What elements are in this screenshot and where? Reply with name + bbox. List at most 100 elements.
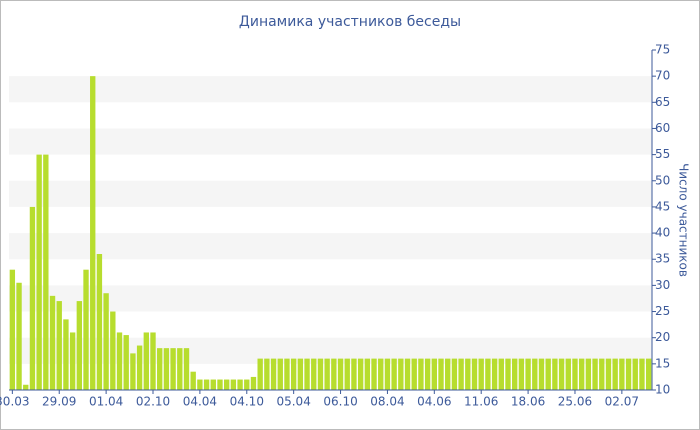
bar: [224, 379, 230, 390]
bar: [210, 379, 216, 390]
bar: [63, 319, 69, 390]
bar: [371, 358, 377, 390]
bar: [445, 358, 451, 390]
bar: [438, 358, 444, 390]
bar: [297, 358, 304, 390]
bar: [76, 301, 83, 390]
bar: [337, 358, 344, 390]
bar: [351, 358, 357, 390]
bar: [378, 358, 384, 390]
bar: [565, 358, 571, 390]
x-tick-label: 04.04: [183, 395, 217, 409]
bar: [270, 358, 277, 390]
bar: [103, 293, 109, 390]
bar: [605, 358, 612, 390]
bar: [599, 358, 605, 390]
y-tick-label: 60: [655, 121, 670, 135]
bar: [619, 358, 625, 390]
bar: [197, 379, 203, 390]
bar: [217, 379, 223, 390]
y-tick-label: 35: [655, 252, 670, 266]
bar: [230, 379, 237, 390]
bar: [431, 358, 437, 390]
bar: [625, 358, 632, 390]
bar: [344, 358, 350, 390]
grid-band: [9, 285, 652, 312]
bar: [458, 358, 464, 390]
bar: [83, 269, 89, 390]
bar: [465, 358, 471, 390]
y-tick-label: 20: [655, 330, 670, 344]
bar: [331, 358, 337, 390]
y-tick-label: 30: [655, 278, 670, 292]
bar: [190, 371, 196, 390]
x-tick-label: 29.09: [42, 395, 76, 409]
x-tick-label: 25.06: [558, 395, 592, 409]
bar: [485, 358, 491, 390]
bar: [532, 358, 538, 390]
bar: [645, 358, 652, 390]
bar: [123, 335, 129, 390]
y-tick-label: 55: [655, 147, 670, 161]
bar: [177, 348, 183, 390]
bar: [203, 379, 210, 390]
bar: [257, 358, 263, 390]
bar: [585, 358, 592, 390]
bar: [250, 376, 257, 390]
bar: [424, 358, 431, 390]
grid-band: [9, 180, 652, 207]
grid-band: [9, 337, 652, 364]
bar: [612, 358, 618, 390]
bar: [116, 332, 123, 390]
bar: [364, 358, 371, 390]
bar: [183, 348, 190, 390]
bar: [290, 358, 297, 390]
x-tick-label: 02.07: [605, 395, 639, 409]
bar: [512, 358, 518, 390]
y-tick-label: 45: [655, 199, 670, 213]
bar: [505, 358, 511, 390]
bar: [150, 332, 156, 390]
x-tick-label: 11.06: [464, 395, 498, 409]
bar: [525, 358, 531, 390]
bar: [518, 358, 525, 390]
bar: [592, 358, 598, 390]
bar: [357, 358, 364, 390]
bar: [157, 348, 163, 390]
grid-band: [9, 128, 652, 155]
bar: [632, 358, 638, 390]
bar: [558, 358, 565, 390]
bar: [418, 358, 424, 390]
bar: [478, 358, 484, 390]
x-tick-label: 06.10: [323, 395, 357, 409]
bar: [16, 282, 22, 390]
y-axis-label: Число участников: [677, 163, 691, 277]
x-tick-label: 04.06: [417, 395, 451, 409]
bar: [498, 358, 504, 390]
chart-title: Динамика участников беседы: [239, 14, 461, 30]
bar: [130, 353, 136, 390]
bar: [163, 348, 170, 390]
bar: [9, 269, 16, 390]
x-tick-label: 05.04: [276, 395, 310, 409]
bar: [90, 76, 96, 391]
bar: [391, 358, 397, 390]
bar: [56, 301, 62, 390]
y-tick-label: 25: [655, 304, 670, 318]
bar: [471, 358, 478, 390]
bar: [398, 358, 404, 390]
bar: [317, 358, 324, 390]
grid-band: [9, 233, 652, 260]
bar: [311, 358, 317, 390]
bar: [538, 358, 545, 390]
bar: [552, 358, 558, 390]
bar: [69, 332, 76, 390]
bar: [384, 358, 391, 390]
bar: [170, 348, 176, 390]
bar: [29, 206, 36, 390]
bar: [96, 254, 103, 390]
bar: [264, 358, 270, 390]
bar: [451, 358, 458, 390]
bar: [143, 332, 149, 390]
